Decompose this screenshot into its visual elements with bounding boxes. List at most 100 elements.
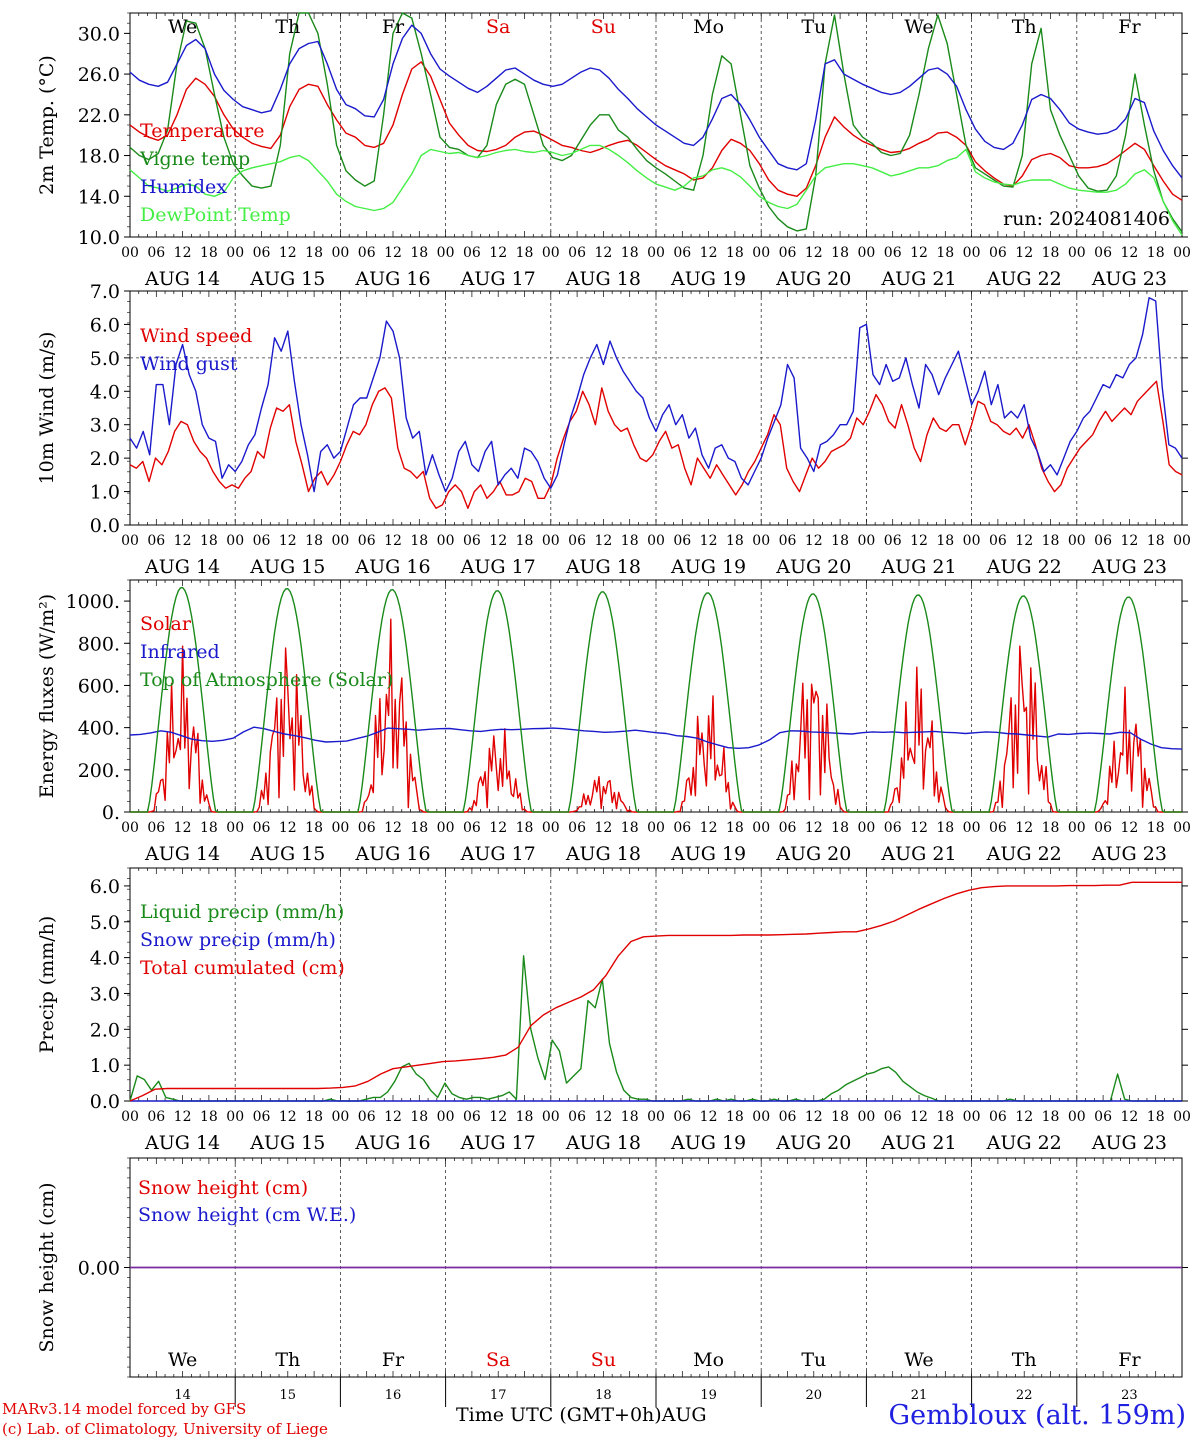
hour-label: 00: [226, 245, 244, 261]
hour-label: 12: [805, 820, 823, 836]
day-name: Fr: [1118, 16, 1141, 38]
hour-label: 06: [989, 533, 1007, 549]
hour-label: 00: [1068, 533, 1086, 549]
hour-label: 18: [726, 245, 744, 261]
series-line: [130, 586, 1182, 813]
panel-3: 0. 200. 400. 600. 800. 1000. Energy fluxes (W/…: [36, 579, 1191, 865]
hour-label: 06: [779, 245, 797, 261]
hour-label: 12: [910, 245, 928, 261]
hour-label: 00: [1173, 820, 1191, 836]
hour-label: 18: [726, 820, 744, 836]
hour-label: 00: [226, 533, 244, 549]
series-line: [129, 24, 1183, 179]
hour-label: 06: [358, 1109, 376, 1125]
y-axis-title: Energy fluxes (W/m²): [36, 594, 58, 798]
hour-label: 06: [147, 533, 165, 549]
date-label: AUG 22: [986, 268, 1062, 290]
hour-label: 12: [384, 245, 402, 261]
day-number: 15: [280, 1388, 297, 1403]
hour-label: 18: [1147, 245, 1165, 261]
day-number: 23: [1121, 1388, 1138, 1403]
hour-label: 12: [279, 1109, 297, 1125]
hour-label: 00: [1173, 245, 1191, 261]
day-name: Fr: [1118, 1349, 1141, 1371]
hour-label: 12: [594, 1109, 612, 1125]
hour-label: 12: [1120, 1109, 1138, 1125]
hour-label: 12: [384, 533, 402, 549]
hour-label: 06: [358, 533, 376, 549]
hour-label: 00: [437, 820, 455, 836]
day-number: 16: [385, 1388, 402, 1403]
day-number: 18: [595, 1388, 612, 1403]
hour-label: 18: [1147, 533, 1165, 549]
hour-label: 00: [121, 820, 139, 836]
day-name: Su: [591, 1349, 616, 1371]
hour-label: 18: [621, 820, 639, 836]
lab-credit: (c) Lab. of Climatology, University of L…: [2, 1420, 328, 1438]
date-label: AUG 23: [1091, 556, 1167, 578]
hour-label: 18: [200, 1109, 218, 1125]
date-label: AUG 15: [249, 556, 325, 578]
time-axis-label: Time UTC (GMT+0h): [456, 1404, 662, 1426]
y-tick-label: 22.0: [78, 105, 120, 127]
hour-label: 00: [331, 1109, 349, 1125]
legend-entry: Top of Atmosphere (Solar): [140, 669, 393, 691]
hour-label: 00: [226, 820, 244, 836]
hour-label: 00: [1173, 1109, 1191, 1125]
date-label: AUG 21: [880, 1132, 956, 1154]
y-tick-label: 26.0: [78, 64, 120, 86]
hour-label: 18: [410, 820, 428, 836]
hour-label: 12: [910, 1109, 928, 1125]
day-name: Tu: [801, 16, 826, 38]
date-label: AUG 14: [144, 1132, 220, 1154]
legend-entry: Wind gust: [140, 353, 238, 375]
hour-label: 12: [805, 1109, 823, 1125]
hour-label: 00: [437, 245, 455, 261]
hour-label: 18: [831, 1109, 849, 1125]
hour-label: 12: [279, 820, 297, 836]
hour-label: 00: [647, 1109, 665, 1125]
time-axis-title: Time UTC (GMT+0h)AUG: [456, 1404, 707, 1426]
hour-label: 18: [516, 245, 534, 261]
hour-label: 12: [1015, 1109, 1033, 1125]
hour-label: 18: [200, 245, 218, 261]
date-label: AUG 22: [986, 1132, 1062, 1154]
legend-entry: Total cumulated (cm): [140, 957, 345, 979]
hour-label: 06: [673, 1109, 691, 1125]
y-tick-label: 2.0: [90, 1019, 120, 1041]
hour-label: 00: [542, 245, 560, 261]
date-label: AUG 16: [354, 843, 430, 865]
panel-5: 0.00 Snow height (cm) Snow height (cm) Snow…: [36, 1157, 1188, 1407]
hour-label: 06: [884, 820, 902, 836]
hour-label: 18: [305, 533, 323, 549]
hour-label: 00: [647, 245, 665, 261]
run-annotation: run: 2024081406: [1003, 208, 1170, 230]
hour-label: 00: [437, 533, 455, 549]
hour-label: 06: [673, 820, 691, 836]
y-tick-label: 30.0: [78, 23, 120, 45]
hour-label: 06: [884, 245, 902, 261]
hour-label: 18: [410, 1109, 428, 1125]
day-name: Fr: [382, 16, 405, 38]
hour-label: 00: [1068, 820, 1086, 836]
hour-label: 12: [279, 533, 297, 549]
hour-label: 00: [647, 820, 665, 836]
hour-label: 18: [1042, 1109, 1060, 1125]
day-name: Sa: [486, 16, 510, 38]
hour-label: 06: [989, 245, 1007, 261]
hour-label: 18: [1147, 1109, 1165, 1125]
legend-entry: Infrared: [140, 641, 220, 663]
hour-label: 12: [700, 533, 718, 549]
y-tick-label: 3.0: [90, 415, 120, 437]
y-tick-label: 0.00: [78, 1258, 120, 1280]
panel-4: 0.0 1.0 2.0 3.0 4.0 5.0 6.0 Precip (mm/h) 00 06 12…: [36, 867, 1191, 1154]
day-number: 22: [1016, 1388, 1033, 1403]
hour-label: 12: [279, 245, 297, 261]
legend-entry: Snow height (cm W.E.): [138, 1204, 356, 1226]
hour-label: 00: [331, 820, 349, 836]
day-name: We: [168, 1349, 197, 1371]
y-axis-title: 10m Wind (m/s): [36, 332, 58, 485]
hour-label: 00: [121, 245, 139, 261]
hour-label: 00: [331, 245, 349, 261]
hour-label: 06: [463, 245, 481, 261]
